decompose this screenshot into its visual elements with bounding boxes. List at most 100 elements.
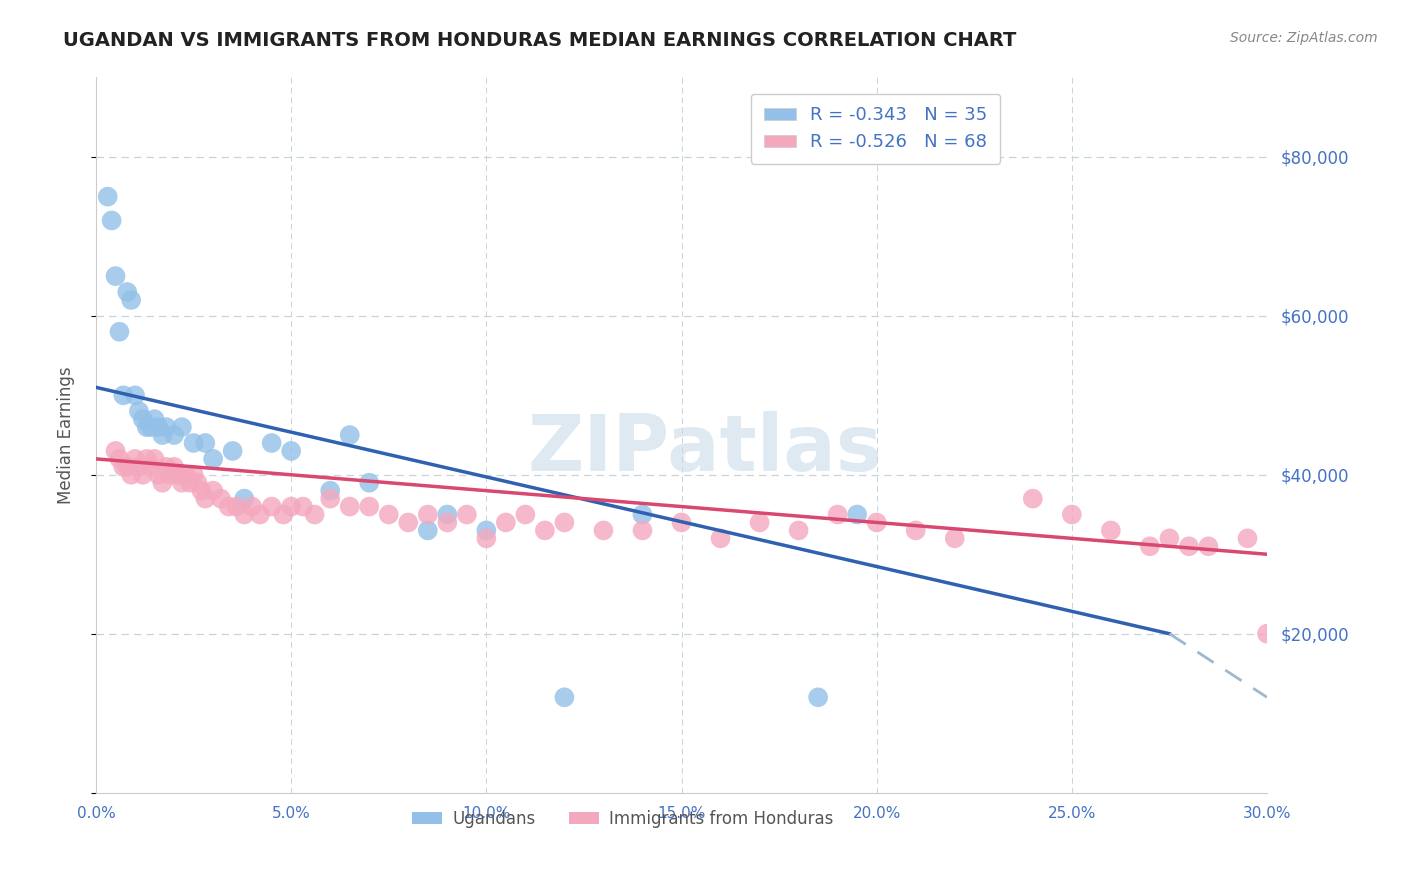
Point [249,508,271,522]
Point [436,516,458,530]
Point [148,467,170,482]
Point [155,420,177,434]
Point [108,325,131,339]
Point [100,213,122,227]
Point [260,500,283,514]
Point [748,516,770,530]
Point [1060,508,1083,522]
Point [866,516,889,530]
Point [190,483,212,498]
Point [143,412,166,426]
Point [143,451,166,466]
Point [709,532,731,546]
Point [592,524,614,538]
Point [396,516,419,530]
Point [128,459,150,474]
Point [280,500,302,514]
Point [163,428,186,442]
Point [827,508,849,522]
Point [233,508,256,522]
Point [534,524,557,538]
Point [120,293,142,307]
Point [194,436,217,450]
Point [108,451,131,466]
Point [115,285,138,299]
Point [120,467,142,482]
Point [155,459,177,474]
Point [132,412,155,426]
Point [170,420,193,434]
Point [339,428,361,442]
Point [1256,626,1278,640]
Point [186,475,208,490]
Point [631,524,654,538]
Point [202,483,225,498]
Point [1197,539,1219,553]
Point [1178,539,1201,553]
Point [787,524,810,538]
Point [1159,532,1181,546]
Point [807,690,830,705]
Point [359,500,381,514]
Point [139,459,162,474]
Point [183,436,205,450]
Text: UGANDAN VS IMMIGRANTS FROM HONDURAS MEDIAN EARNINGS CORRELATION CHART: UGANDAN VS IMMIGRANTS FROM HONDURAS MEDI… [63,31,1017,50]
Point [240,500,263,514]
Point [671,516,693,530]
Point [291,500,314,514]
Legend: Ugandans, Immigrants from Honduras: Ugandans, Immigrants from Honduras [406,803,841,834]
Point [319,483,342,498]
Text: Source: ZipAtlas.com: Source: ZipAtlas.com [1230,31,1378,45]
Point [416,508,439,522]
Point [1099,524,1122,538]
Text: ZIPatlas: ZIPatlas [527,411,883,487]
Point [150,475,173,490]
Point [159,467,181,482]
Point [179,475,201,490]
Point [631,508,654,522]
Point [150,428,173,442]
Point [553,516,575,530]
Point [221,444,243,458]
Point [260,436,283,450]
Point [378,508,401,522]
Point [1139,539,1161,553]
Point [416,524,439,538]
Point [115,459,138,474]
Point [456,508,478,522]
Point [112,388,135,402]
Point [135,451,157,466]
Point [194,491,217,506]
Point [174,467,197,482]
Y-axis label: Median Earnings: Median Earnings [58,367,75,504]
Point [319,491,342,506]
Point [167,467,190,482]
Point [135,420,157,434]
Point [112,459,135,474]
Point [183,467,205,482]
Point [1022,491,1045,506]
Point [218,500,240,514]
Point [148,420,170,434]
Point [233,491,256,506]
Point [339,500,361,514]
Point [1236,532,1258,546]
Point [139,420,162,434]
Point [163,459,186,474]
Point [359,475,381,490]
Point [273,508,295,522]
Point [128,404,150,418]
Point [170,475,193,490]
Point [475,532,498,546]
Point [104,444,127,458]
Point [846,508,869,522]
Point [209,491,232,506]
Point [904,524,927,538]
Point [104,269,127,284]
Point [124,388,146,402]
Point [304,508,326,522]
Point [225,500,247,514]
Point [436,508,458,522]
Point [515,508,537,522]
Point [280,444,302,458]
